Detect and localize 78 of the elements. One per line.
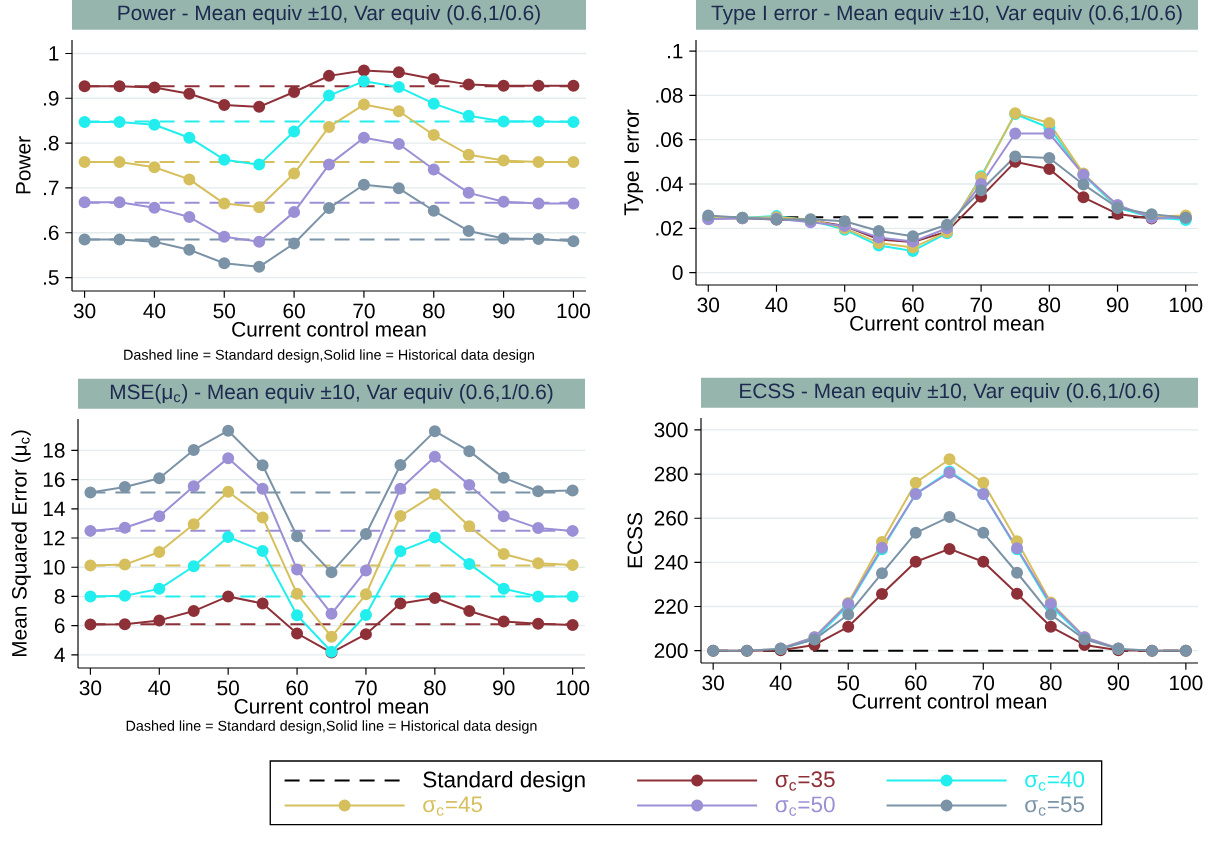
y-tick-label: 1: [49, 46, 59, 61]
y-axis-title: Type I error: [624, 109, 644, 216]
x-tick-label: 100: [557, 303, 590, 319]
y-tick-label: 8: [54, 589, 65, 604]
text: σ$_{c}$=40: [1025, 771, 1085, 791]
x-axis-title: Current control mean: [852, 693, 1046, 709]
y-tick-label: .08: [656, 88, 683, 103]
y-tick-label: .8: [43, 135, 59, 151]
y-tick-label: .9: [43, 90, 59, 106]
y-tick-label: .7: [43, 180, 59, 196]
x-axis-title: Current control mean: [850, 315, 1044, 331]
y-tick-label: .02: [656, 220, 683, 236]
x-tick-label: 50: [837, 675, 859, 691]
x-tick-label: 30: [697, 297, 720, 313]
y-tick-label: 200: [654, 643, 688, 659]
x-tick-label: 50: [833, 297, 856, 313]
y-axis-title: ECSS: [627, 513, 643, 568]
x-tick-label: 30: [702, 675, 724, 691]
y-tick-label: 240: [654, 555, 688, 570]
text: Dashed line = Standard design,Solid line = Historical data design: [124, 349, 534, 363]
x-tick-label: 60: [905, 675, 927, 691]
y-tick-label: 10: [43, 559, 65, 575]
x-tick-label: 40: [769, 675, 792, 691]
x-tick-label: 80: [423, 303, 445, 319]
x-axis-title: Current control mean: [234, 698, 428, 714]
x-tick-label: 30: [73, 303, 96, 319]
y-tick-label: 280: [654, 466, 688, 482]
x-tick-label: 80: [424, 680, 446, 696]
y-tick-label: .6: [43, 225, 59, 241]
x-tick-label: 90: [493, 680, 515, 696]
y-tick-label: 14: [43, 501, 65, 516]
x-tick-label: 80: [1038, 297, 1061, 313]
x-tick-label: 70: [970, 297, 992, 313]
x-tick-label: 70: [355, 680, 377, 696]
chart-title: Power - Mean equiv ±10, Var equiv (0.6,1/0.6): [118, 4, 540, 25]
x-tick-label: 80: [1040, 675, 1062, 691]
y-tick-label: .04: [656, 176, 683, 192]
text: σ$_{c}$=50: [775, 796, 835, 816]
text: Dashed line = Standard design,Solid line = Historical data design: [126, 720, 537, 734]
y-tick-label: .1: [667, 43, 683, 59]
y-tick-label: 0: [672, 265, 683, 280]
y-tick-label: 300: [654, 422, 688, 438]
text: σ$_{c}$=55: [1025, 796, 1085, 816]
x-tick-label: 90: [1107, 675, 1130, 691]
x-tick-label: 100: [1169, 297, 1203, 313]
chart-title: Type I error - Mean equiv ±10, Var equiv (0.6,1/0.6): [711, 4, 1182, 25]
x-tick-label: 60: [283, 303, 305, 319]
y-tick-label: 6: [54, 618, 65, 634]
chart-title: MSE(μ$_{c}$) - Mean equiv ±10, Var equiv (0.6,1/0.6): [110, 383, 553, 404]
x-tick-label: 90: [1106, 297, 1129, 313]
y-axis-title: Mean Squared Error (μ$_{c}$): [11, 430, 31, 657]
text: σ$_{c}$=45: [423, 796, 483, 816]
y-tick-label: 18: [43, 443, 65, 458]
y-tick-label: 220: [654, 599, 688, 614]
y-tick-label: .06: [656, 132, 683, 148]
y-tick-label: 260: [654, 510, 688, 526]
y-tick-label: .5: [43, 270, 59, 285]
x-tick-label: 50: [217, 680, 239, 696]
x-tick-label: 100: [556, 680, 590, 696]
x-tick-label: 70: [972, 675, 995, 691]
x-tick-label: 100: [1170, 675, 1203, 691]
x-tick-label: 40: [765, 297, 788, 313]
x-axis-title: Current control mean: [232, 321, 426, 337]
x-tick-label: 40: [143, 303, 166, 319]
x-tick-label: 30: [79, 680, 102, 696]
chart-title: ECSS - Mean equiv ±10, Var equiv (0.6,1/0.6): [740, 382, 1160, 403]
x-tick-label: 60: [286, 680, 308, 696]
text: Standard design: [423, 770, 585, 792]
y-axis-title: Power: [16, 136, 31, 194]
x-tick-label: 60: [902, 297, 924, 313]
x-tick-label: 90: [492, 303, 515, 319]
text: σ$_{c}$=35: [775, 771, 835, 791]
x-tick-label: 70: [353, 303, 375, 319]
x-tick-label: 50: [213, 303, 236, 319]
y-tick-label: 16: [43, 472, 65, 487]
x-tick-label: 40: [148, 680, 171, 696]
y-tick-label: 12: [43, 530, 65, 546]
y-tick-label: 4: [54, 647, 65, 663]
